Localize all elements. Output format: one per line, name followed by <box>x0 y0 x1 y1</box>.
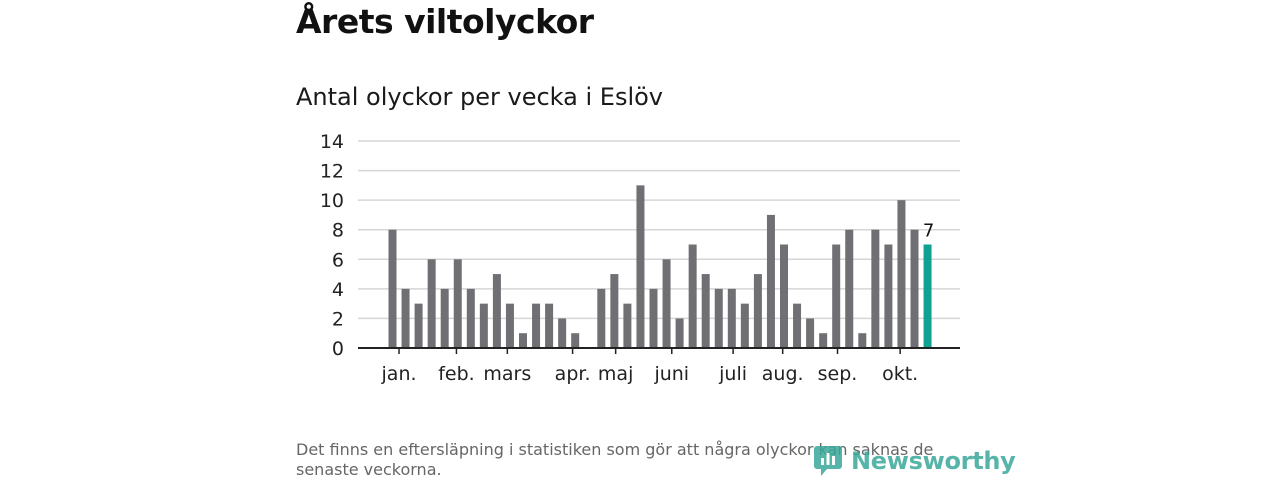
bar <box>427 259 436 348</box>
bar <box>649 288 658 348</box>
y-tick-label: 12 <box>320 161 344 183</box>
x-tick-label: jan. <box>381 363 417 385</box>
x-tick-label: juli <box>718 363 747 385</box>
bar <box>597 288 606 348</box>
newsworthy-logo: Newsworthy <box>813 444 1016 478</box>
x-tick-label: juni <box>653 363 689 385</box>
bar <box>623 303 632 348</box>
bar <box>636 185 645 348</box>
footnote: Det finns en eftersläpning i statistiken… <box>296 440 934 479</box>
chart-headline: Årets viltolyckor <box>296 2 594 41</box>
bar <box>545 303 554 348</box>
bar <box>675 318 684 348</box>
y-tick-label: 14 <box>320 131 344 153</box>
bar <box>401 288 410 348</box>
x-tick-label: okt. <box>882 363 918 385</box>
x-tick-label: aug. <box>762 363 804 385</box>
bar <box>897 200 906 348</box>
newsworthy-logo-icon <box>814 446 842 476</box>
y-tick-label: 6 <box>332 249 344 271</box>
bar <box>910 229 919 348</box>
highlight-bar <box>923 244 932 348</box>
bar <box>558 318 567 348</box>
bar <box>662 259 671 348</box>
bar <box>414 303 423 348</box>
bar <box>479 303 488 348</box>
bar <box>832 244 841 348</box>
x-tick-label: sep. <box>818 363 858 385</box>
bar <box>505 303 514 348</box>
bar <box>753 274 762 348</box>
bar <box>388 229 397 348</box>
bar <box>492 274 501 348</box>
bar <box>819 333 828 348</box>
bar <box>780 244 788 348</box>
x-tick-label: apr. <box>555 363 591 385</box>
bar <box>440 288 449 348</box>
bar <box>688 244 697 348</box>
bar <box>714 288 723 348</box>
bar <box>871 229 880 348</box>
x-tick-label: maj <box>598 363 633 385</box>
bar-chart: 0 2 4 6 8 10 12 14 7 jan. feb. mars apr. maj juni juli a… <box>320 131 960 385</box>
bar <box>858 333 867 348</box>
bar-value-label: 7 <box>923 221 934 242</box>
y-tick-label: 0 <box>332 338 344 360</box>
x-tick-label: feb. <box>438 363 474 385</box>
bar <box>806 318 815 348</box>
bar <box>701 274 710 348</box>
bar <box>884 244 893 348</box>
bar <box>532 303 541 348</box>
bar <box>845 229 854 348</box>
bar <box>466 288 475 348</box>
y-tick-label: 2 <box>332 308 344 330</box>
x-tick-label: mars <box>483 363 531 385</box>
y-tick-label: 8 <box>332 220 344 242</box>
brand-name: Newsworthy <box>851 447 1016 475</box>
bar <box>766 214 775 348</box>
bar <box>519 333 527 348</box>
y-tick-label: 4 <box>332 279 344 301</box>
bar <box>610 274 619 348</box>
chart-subtitle: Antal olyckor per vecka i Eslöv <box>296 83 664 111</box>
y-tick-label: 10 <box>320 190 344 212</box>
bar <box>740 303 749 348</box>
bar <box>453 259 462 348</box>
bar <box>727 288 736 348</box>
bar <box>793 303 802 348</box>
bar <box>571 333 580 348</box>
